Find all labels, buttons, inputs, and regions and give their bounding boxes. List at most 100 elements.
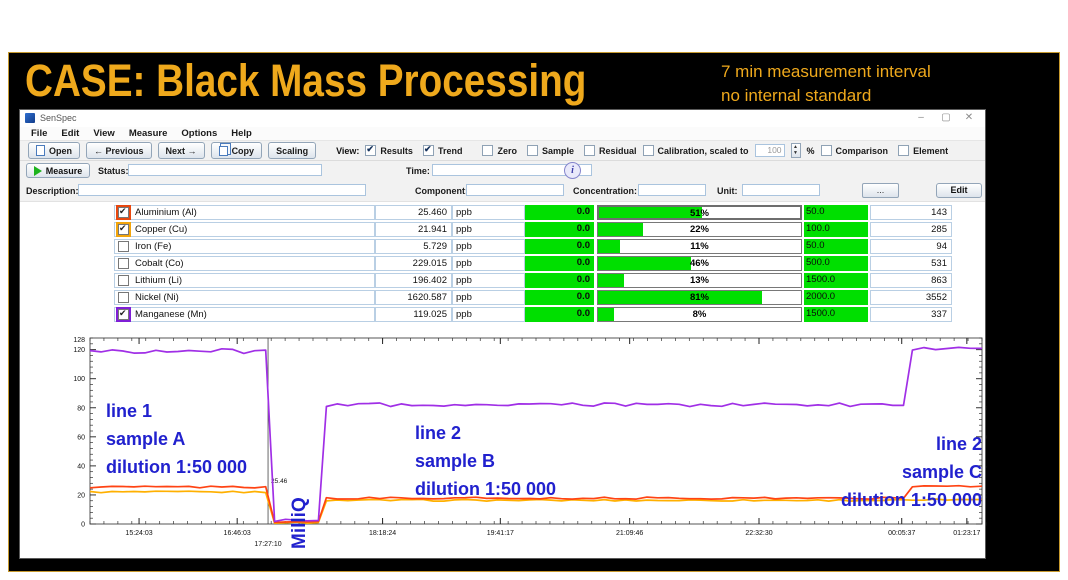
- view-checkbox-group: Results Trend: [365, 144, 462, 156]
- unit-input[interactable]: [742, 184, 820, 196]
- table-row[interactable]: Iron (Fe) 5.729 ppb 0.0 11% 50.0 94: [114, 239, 952, 254]
- svg-text:25.46: 25.46: [271, 478, 288, 485]
- table-row[interactable]: Cobalt (Co) 229.015 ppb 0.0 46% 500.0 53…: [114, 256, 952, 271]
- percent-label: 13%: [689, 275, 709, 286]
- checkbox-box[interactable]: [526, 145, 538, 156]
- calibration-spinner[interactable]: ▲ ▼: [790, 143, 801, 158]
- checkbox-box[interactable]: [820, 145, 832, 156]
- more-button[interactable]: ...: [862, 183, 899, 198]
- table-row[interactable]: Nickel (Ni) 1620.587 ppb 0.0 81% 2000.0 …: [114, 290, 952, 305]
- table-row[interactable]: Copper (Cu) 21.941 ppb 0.0 22% 100.0 285: [114, 222, 952, 237]
- percent-bar-fill: [599, 207, 702, 218]
- maximize-icon[interactable]: [934, 110, 958, 127]
- menu-item-options[interactable]: Options: [181, 128, 218, 139]
- checkbox-results[interactable]: Results: [365, 144, 413, 156]
- trend-chart[interactable]: 15:24:03 16:46:03 18:18:24 19:41:17 21:09:46…: [20, 325, 997, 560]
- close-icon[interactable]: [957, 110, 981, 127]
- checkbox-box[interactable]: [583, 145, 595, 156]
- status-input[interactable]: [128, 164, 322, 176]
- annotation-sample-c: line 2 sample C dilution 1:50 000: [840, 434, 982, 510]
- table-row[interactable]: Aluminium (Al) 25.460 ppb 0.0 51% 50.0 1…: [114, 205, 952, 220]
- element-checkbox[interactable]: [118, 206, 129, 218]
- annotation-milliq: MilliQ: [289, 497, 310, 549]
- percent-bar-fill: [598, 240, 621, 253]
- table-row[interactable]: Lithium (Li) 196.402 ppb 0.0 13% 1500.0 …: [114, 273, 952, 288]
- menu-item-help[interactable]: Help: [231, 128, 252, 139]
- edit-button[interactable]: Edit: [936, 183, 982, 198]
- element-checkbox[interactable]: [118, 241, 129, 252]
- counts-cell: 94: [870, 239, 952, 254]
- concentration-input[interactable]: [638, 184, 706, 196]
- element-checkbox[interactable]: [118, 308, 129, 320]
- element-unit: ppb: [452, 307, 525, 322]
- zero-cell: 0.0: [525, 307, 594, 322]
- minimize-icon[interactable]: [909, 110, 933, 127]
- next-button[interactable]: Next →: [157, 142, 205, 159]
- menu-item-measure[interactable]: Measure: [128, 128, 168, 139]
- element-checkbox[interactable]: [118, 258, 129, 269]
- info-icon[interactable]: i: [564, 162, 581, 179]
- svg-text:120: 120: [986, 347, 987, 354]
- percent-label: 8%: [692, 309, 707, 320]
- checkbox-zero[interactable]: Zero: [482, 145, 517, 156]
- svg-text:15:24:03: 15:24:03: [125, 530, 152, 537]
- svg-text:128: 128: [73, 337, 85, 344]
- window-titlebar[interactable]: SenSpec: [20, 110, 985, 128]
- percent-bar: 11%: [597, 239, 802, 254]
- play-icon: [33, 165, 42, 176]
- element-unit: ppb: [452, 273, 525, 288]
- zero-cell: 0.0: [525, 273, 594, 288]
- percent-label: 51%: [689, 208, 709, 219]
- checkbox-element[interactable]: Element: [898, 145, 948, 156]
- previous-button[interactable]: ← Previous: [86, 142, 152, 159]
- component-label: Component:: [415, 186, 468, 196]
- zero-cell: 0.0: [525, 290, 594, 305]
- element-checkbox[interactable]: [118, 292, 129, 303]
- element-unit: ppb: [452, 222, 525, 237]
- percent-bar-fill: [598, 257, 692, 270]
- svg-text:0: 0: [986, 522, 987, 529]
- checkbox-residual[interactable]: Residual: [583, 145, 637, 156]
- element-checkbox[interactable]: [118, 275, 129, 286]
- percent-bar: 51%: [597, 205, 802, 220]
- menu-item-edit[interactable]: Edit: [61, 128, 80, 139]
- element-name: Cobalt (Co): [132, 256, 375, 271]
- percent-bar: 46%: [597, 256, 802, 271]
- menu-item-view[interactable]: View: [93, 128, 115, 139]
- tail-checkbox-group: Comparison Element: [820, 145, 948, 156]
- menu-item-file[interactable]: File: [31, 128, 48, 139]
- component-input[interactable]: [466, 184, 564, 196]
- scaling-button[interactable]: Scaling: [268, 142, 317, 159]
- checkbox-cell: [114, 205, 132, 220]
- checkbox-cell: [114, 307, 132, 322]
- trend-plot[interactable]: 15:24:03 16:46:03 18:18:24 19:41:17 21:09:46…: [20, 325, 997, 560]
- percent-label: 22%: [689, 224, 709, 235]
- open-button[interactable]: Open: [28, 142, 81, 159]
- calibration-checkbox[interactable]: Calibration, scaled to: [642, 145, 749, 156]
- description-input[interactable]: [78, 184, 366, 196]
- checkbox-box[interactable]: [898, 145, 910, 156]
- calibration-scale-input[interactable]: 100: [754, 144, 785, 157]
- element-value: 25.460: [375, 205, 452, 220]
- counts-cell: 285: [870, 222, 952, 237]
- checkbox-cell: [114, 222, 132, 237]
- app-icon: [25, 113, 35, 123]
- time-input[interactable]: [432, 164, 592, 176]
- checkbox-box[interactable]: [365, 144, 377, 156]
- time-label: Time:: [406, 166, 430, 176]
- calibration-checkbox-box[interactable]: [642, 145, 654, 156]
- table-row[interactable]: Manganese (Mn) 119.025 ppb 0.0 8% 1500.0…: [114, 307, 952, 322]
- svg-text:80: 80: [77, 405, 85, 412]
- slide-subtitle: 7 min measurement interval no internal s…: [721, 60, 931, 108]
- checkbox-trend[interactable]: Trend: [422, 144, 462, 156]
- element-checkbox[interactable]: [118, 223, 129, 235]
- checkbox-box[interactable]: [482, 145, 494, 156]
- limit-cell: 1500.0: [804, 273, 868, 288]
- checkbox-sample[interactable]: Sample: [526, 145, 574, 156]
- copy-button[interactable]: Copy: [210, 142, 263, 159]
- percent-bar: 8%: [597, 307, 802, 322]
- element-value: 1620.587: [375, 290, 452, 305]
- checkbox-box[interactable]: [422, 144, 434, 156]
- checkbox-comparison[interactable]: Comparison: [820, 145, 888, 156]
- measure-button[interactable]: Measure: [26, 163, 90, 178]
